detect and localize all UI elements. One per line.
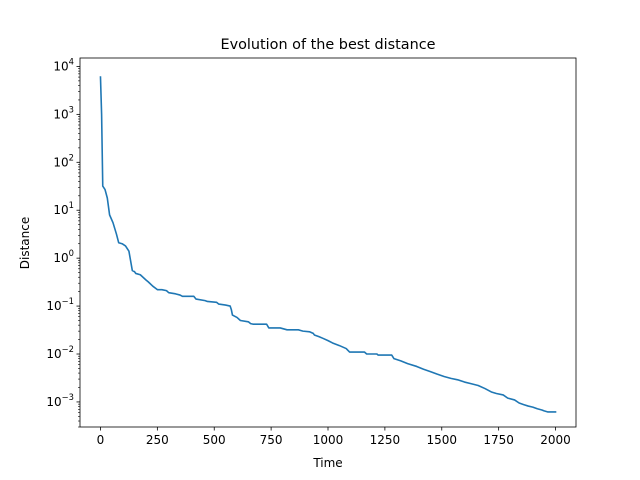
x-tick-label: 1000: [313, 433, 344, 447]
x-tick-label: 1500: [426, 433, 457, 447]
y-tick-label: 104: [53, 56, 74, 73]
axes-frame: [79, 57, 577, 428]
x-tick-label: 1750: [483, 433, 514, 447]
x-tick-label: 250: [146, 433, 169, 447]
x-tick-label: 0: [97, 433, 105, 447]
y-axis-label: Distance: [18, 217, 32, 269]
plot-area: [99, 76, 557, 413]
chart-title: Evolution of the best distance: [221, 37, 436, 53]
y-tick-label: 10−1: [46, 296, 74, 313]
y-axis-ticks: 10−3 10−2 10−1 100 101 102 103 104: [46, 56, 80, 428]
x-tick-label: 2000: [540, 433, 571, 447]
y-tick-label: 10−3: [46, 392, 74, 409]
series-line: [99, 76, 557, 413]
y-tick-label: 103: [53, 104, 74, 121]
x-axis-ticks: 0 250 500 750 1000 1250 1500 1750 2000: [97, 427, 571, 447]
x-axis-label: Time: [312, 456, 342, 470]
y-tick-label: 10−2: [46, 344, 74, 361]
x-tick-label: 500: [203, 433, 226, 447]
y-tick-label: 100: [53, 248, 74, 265]
x-tick-label: 750: [260, 433, 283, 447]
x-tick-label: 1250: [370, 433, 401, 447]
y-tick-label: 101: [53, 200, 74, 217]
y-tick-label: 102: [53, 152, 74, 169]
